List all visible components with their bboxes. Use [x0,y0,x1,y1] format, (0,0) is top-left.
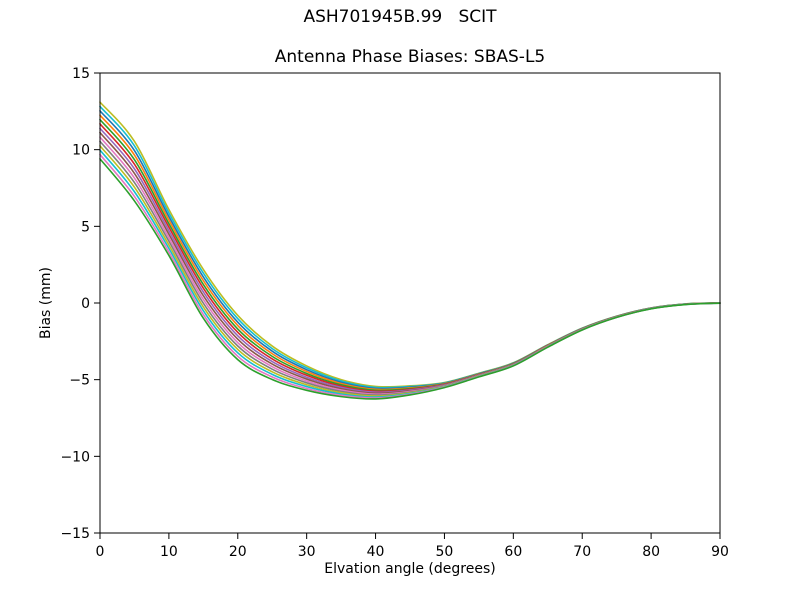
x-tick-label-5: 50 [436,544,454,560]
x-tick-label-9: 90 [711,544,729,560]
y-tick-label-6: −15 [60,526,90,542]
bias-curve-curve-14 [99,158,721,400]
figure-suptitle: ASH701945B.99 SCIT [303,7,497,27]
bias-curve-curve-02 [99,105,721,389]
y-axis-label: Bias (mm) [38,266,54,340]
y-tick-label-0: 15 [72,66,90,82]
bias-curve-curve-09 [99,136,721,395]
bias-curve-curve-01 [99,101,721,388]
y-tick-label-5: −10 [60,449,90,465]
y-tick-label-1: 10 [72,143,90,159]
x-tick-label-2: 20 [229,544,247,560]
x-tick-label-3: 30 [298,544,316,560]
y-tick-label-4: −5 [69,373,90,389]
x-tick-label-6: 60 [504,544,522,560]
x-tick-label-8: 80 [642,544,660,560]
x-tick-label-0: 0 [96,544,105,560]
bias-curve-curve-03 [99,110,721,390]
x-tick-label-4: 40 [367,544,385,560]
y-tick-label-3: 0 [81,296,90,312]
x-tick-label-1: 10 [160,544,178,560]
axes-frame [99,72,721,534]
x-axis-label: Elvation angle (degrees) [324,561,496,577]
x-tick-label-7: 70 [573,544,591,560]
axes-title: Antenna Phase Biases: SBAS-L5 [274,47,546,67]
y-tick-label-2: 5 [81,219,90,235]
